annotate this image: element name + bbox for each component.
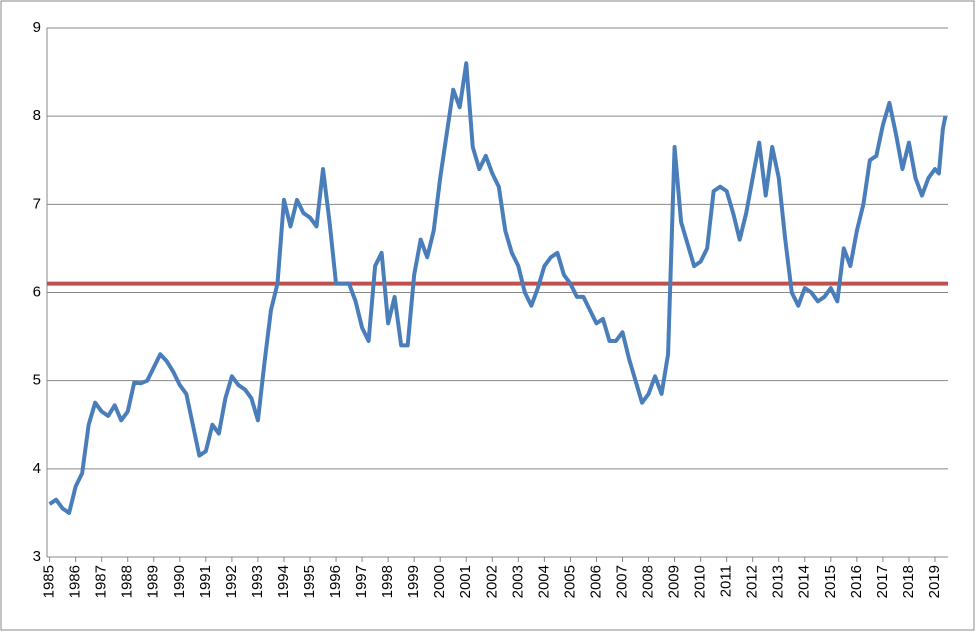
x-tick-label: 2013 (770, 565, 787, 598)
x-tick-label: 2008 (640, 565, 657, 598)
x-tick-label: 1997 (353, 565, 370, 598)
line-series (48, 61, 948, 515)
x-tick-label: 2015 (822, 565, 839, 598)
x-tick-label: 1985 (41, 565, 58, 598)
x-tick-label: 2009 (666, 565, 683, 598)
x-tick-label: 2005 (561, 565, 578, 598)
x-tick-label: 2011 (718, 565, 735, 597)
y-tick-label: 4 (33, 460, 41, 477)
x-tick-label: 2007 (613, 565, 630, 598)
x-tick-label: 2001 (457, 565, 474, 598)
x-tick-label: 2002 (483, 565, 500, 598)
x-tick-label: 1987 (93, 565, 110, 598)
x-tick-label: 1986 (67, 565, 84, 598)
y-tick-label: 9 (33, 19, 41, 36)
x-tick-label: 1991 (197, 565, 214, 598)
x-tick-label: 2017 (874, 565, 891, 598)
x-tick-label: 2016 (848, 565, 865, 598)
x-tick-label: 1995 (301, 565, 318, 598)
x-tick-label: 1990 (171, 565, 188, 598)
x-tick-label: 2003 (509, 565, 526, 598)
y-tick-label: 7 (33, 195, 41, 212)
y-tick-label: 5 (33, 372, 41, 389)
x-tick-label: 1988 (119, 565, 136, 598)
x-tick-label: 1992 (223, 565, 240, 598)
x-tick-label: 1993 (249, 565, 266, 598)
x-tick-label: 2018 (900, 565, 917, 598)
y-tick-label: 8 (33, 107, 41, 124)
x-tick-label: 1998 (379, 565, 396, 598)
x-tick-label: 1989 (145, 565, 162, 598)
y-tick-label: 6 (33, 283, 41, 300)
x-tick-label: 1994 (275, 565, 292, 598)
x-tick-label: 2012 (744, 565, 761, 598)
y-tick-label: 3 (33, 548, 41, 565)
x-tick-label: 2014 (796, 565, 813, 598)
x-tick-label: 2000 (431, 565, 448, 598)
x-tick-label: 2004 (535, 565, 552, 598)
x-tick-label: 1999 (405, 565, 422, 598)
x-tick-label: 2019 (926, 565, 943, 598)
x-tick-label: 2010 (692, 565, 709, 598)
x-tick-label: 2006 (587, 565, 604, 598)
x-tick-label: 1996 (327, 565, 344, 598)
